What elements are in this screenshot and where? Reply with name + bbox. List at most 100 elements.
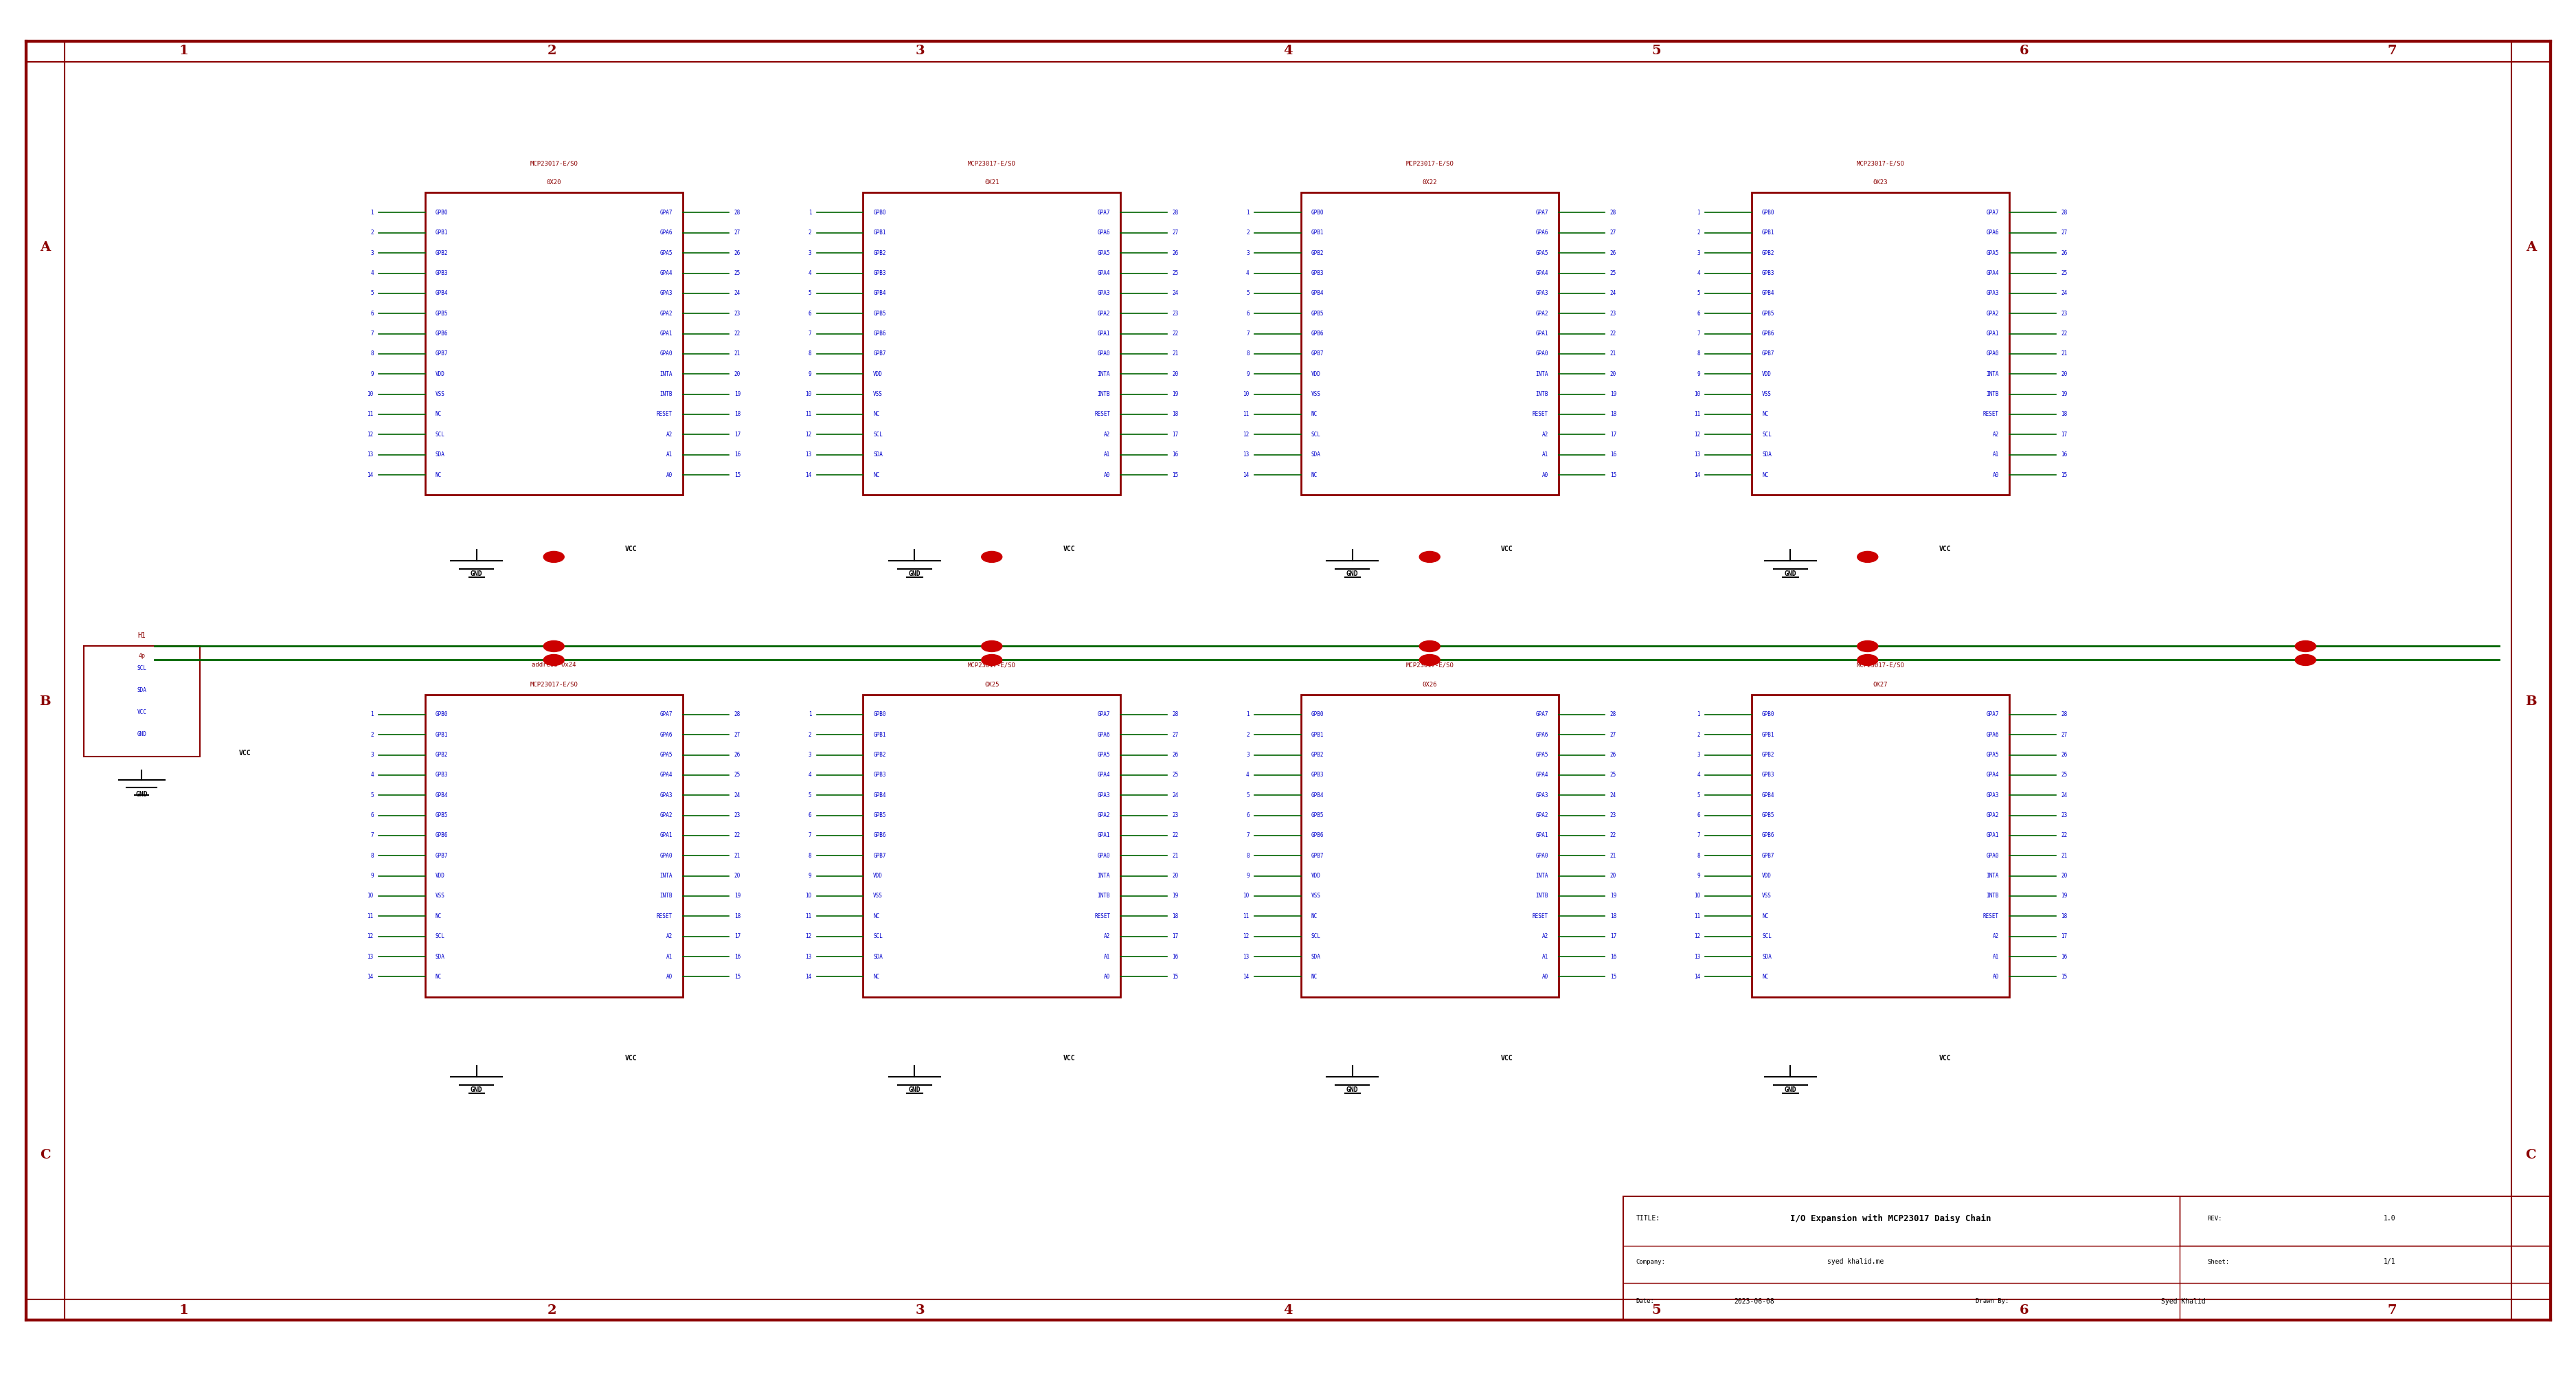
Text: A0: A0 <box>1105 472 1110 478</box>
Text: GPA3: GPA3 <box>1986 792 1999 799</box>
Text: INTB: INTB <box>1535 390 1548 397</box>
Text: GPB4: GPB4 <box>435 290 448 297</box>
Text: MCP23017-E/SO: MCP23017-E/SO <box>1857 663 1904 668</box>
Text: 20: 20 <box>2061 371 2066 377</box>
Text: 4: 4 <box>1283 1305 1293 1316</box>
Text: 4: 4 <box>1283 45 1293 56</box>
Text: 25: 25 <box>734 771 739 778</box>
Text: 2: 2 <box>1698 230 1700 236</box>
Text: 11: 11 <box>806 913 811 920</box>
Text: 6: 6 <box>2020 1305 2030 1316</box>
Text: 27: 27 <box>1172 230 1177 236</box>
Text: 19: 19 <box>2061 390 2066 397</box>
Text: 19: 19 <box>734 892 739 899</box>
Text: GPB5: GPB5 <box>435 311 448 316</box>
Text: 24: 24 <box>2061 792 2066 799</box>
Text: 11: 11 <box>368 913 374 920</box>
Text: GND: GND <box>137 732 147 737</box>
Text: GPB7: GPB7 <box>435 351 448 358</box>
Text: GPB2: GPB2 <box>1762 752 1775 758</box>
Text: 27: 27 <box>1610 230 1615 236</box>
Text: GPB7: GPB7 <box>1762 852 1775 859</box>
Text: 23: 23 <box>734 311 739 316</box>
Circle shape <box>1857 551 1878 562</box>
Text: 2: 2 <box>809 230 811 236</box>
Text: 6: 6 <box>371 311 374 316</box>
Text: 4: 4 <box>371 771 374 778</box>
Text: 8: 8 <box>1698 852 1700 859</box>
Text: 8: 8 <box>1247 852 1249 859</box>
Text: INTA: INTA <box>1986 873 1999 879</box>
Text: 28: 28 <box>1172 711 1177 718</box>
Text: 18: 18 <box>1172 913 1177 920</box>
Circle shape <box>2295 654 2316 666</box>
Text: VCC: VCC <box>1064 546 1074 553</box>
Text: A1: A1 <box>1994 451 1999 458</box>
Text: GPA6: GPA6 <box>1986 230 1999 236</box>
Text: 14: 14 <box>368 472 374 478</box>
Text: GND: GND <box>909 1086 920 1093</box>
Text: 11: 11 <box>1695 411 1700 418</box>
Text: 17: 17 <box>1172 934 1177 939</box>
Text: 25: 25 <box>1172 270 1177 276</box>
Text: 2: 2 <box>1247 230 1249 236</box>
Text: NC: NC <box>873 973 878 980</box>
Text: B: B <box>39 696 52 707</box>
Text: 12: 12 <box>1695 934 1700 939</box>
Text: GPB4: GPB4 <box>1311 792 1324 799</box>
Text: 26: 26 <box>1172 752 1177 758</box>
Text: 1: 1 <box>1247 711 1249 718</box>
Text: VCC: VCC <box>626 1055 636 1062</box>
Text: RESET: RESET <box>1984 411 1999 418</box>
Text: GPB3: GPB3 <box>1311 270 1324 276</box>
Text: GPB7: GPB7 <box>1311 351 1324 358</box>
Text: RESET: RESET <box>1533 411 1548 418</box>
Text: 13: 13 <box>368 451 374 458</box>
Text: VCC: VCC <box>1940 1055 1950 1062</box>
Text: A: A <box>2524 242 2537 253</box>
Text: SCL: SCL <box>435 934 446 939</box>
Text: 18: 18 <box>2061 913 2066 920</box>
Text: MCP23017-E/SO: MCP23017-E/SO <box>969 663 1015 668</box>
Text: GPB6: GPB6 <box>1762 832 1775 839</box>
Text: 2: 2 <box>371 230 374 236</box>
Text: 7: 7 <box>1698 330 1700 337</box>
Text: GPB1: GPB1 <box>873 732 886 738</box>
Text: VDD: VDD <box>873 873 884 879</box>
Text: 7: 7 <box>1698 832 1700 839</box>
Text: INTA: INTA <box>1986 371 1999 377</box>
Text: 11: 11 <box>1695 913 1700 920</box>
Text: 10: 10 <box>806 390 811 397</box>
Text: INTA: INTA <box>1097 873 1110 879</box>
Text: 24: 24 <box>734 792 739 799</box>
Text: RESET: RESET <box>1095 411 1110 418</box>
Text: 7: 7 <box>1247 330 1249 337</box>
Text: 13: 13 <box>1695 451 1700 458</box>
Text: 10: 10 <box>368 892 374 899</box>
Text: 16: 16 <box>1172 451 1177 458</box>
Text: 22: 22 <box>2061 330 2066 337</box>
Text: 6: 6 <box>1698 813 1700 818</box>
Text: SDA: SDA <box>873 953 884 960</box>
Text: GPA7: GPA7 <box>1986 711 1999 718</box>
Text: 14: 14 <box>1244 973 1249 980</box>
Text: I/O Expansion with MCP23017 Daisy Chain: I/O Expansion with MCP23017 Daisy Chain <box>1790 1214 1991 1222</box>
Text: 17: 17 <box>2061 432 2066 437</box>
Text: 27: 27 <box>1610 732 1615 738</box>
Text: 9: 9 <box>809 873 811 879</box>
Text: 22: 22 <box>734 832 739 839</box>
Text: 22: 22 <box>734 330 739 337</box>
Text: 24: 24 <box>2061 290 2066 297</box>
Text: 5: 5 <box>1651 1305 1662 1316</box>
Text: 17: 17 <box>2061 934 2066 939</box>
Text: 18: 18 <box>1610 411 1615 418</box>
Text: INTB: INTB <box>1535 892 1548 899</box>
Text: 27: 27 <box>734 230 739 236</box>
FancyBboxPatch shape <box>1301 694 1558 997</box>
Text: 2: 2 <box>546 45 556 56</box>
Text: INTB: INTB <box>1097 892 1110 899</box>
Circle shape <box>981 654 1002 666</box>
Text: GPA0: GPA0 <box>659 351 672 358</box>
Text: 7: 7 <box>809 832 811 839</box>
Text: Sheet:: Sheet: <box>2208 1258 2228 1265</box>
